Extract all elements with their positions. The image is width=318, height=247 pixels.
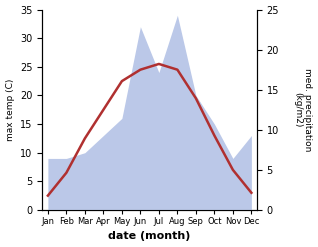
Y-axis label: max temp (C): max temp (C) bbox=[5, 79, 15, 141]
X-axis label: date (month): date (month) bbox=[108, 231, 191, 242]
Y-axis label: med. precipitation
(kg/m2): med. precipitation (kg/m2) bbox=[293, 68, 313, 151]
